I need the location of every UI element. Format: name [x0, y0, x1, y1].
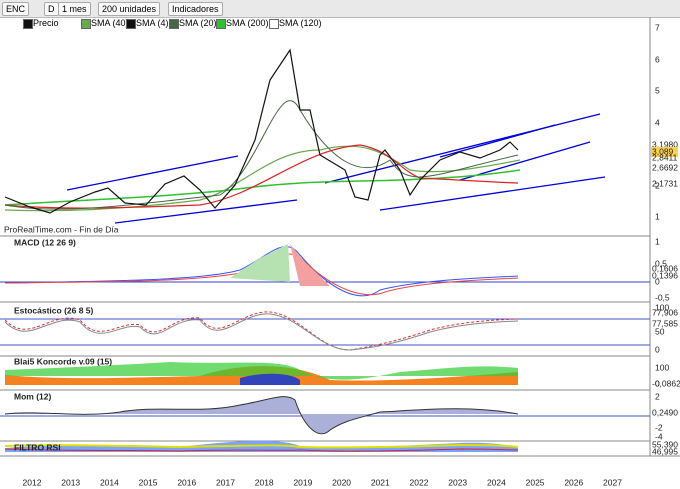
y-tick-label: 0 [655, 344, 660, 354]
value-label: 3,1980 [652, 139, 678, 149]
value-label: 55,390 [652, 439, 678, 449]
legend-swatch [126, 19, 136, 29]
legend-entry[interactable]: Precio [22, 17, 59, 29]
legend-swatch [23, 19, 33, 29]
panel-title: Blai5 Koncorde v.09 (15) [14, 356, 112, 366]
y-tick-label: 50 [655, 326, 665, 336]
value-label: 2,6692 [652, 162, 678, 172]
legend-entry[interactable]: SMA (20) [168, 17, 217, 29]
x-tick-label: 2015 [139, 477, 158, 487]
value-label: 0,2490 [652, 407, 678, 417]
value-label: 0,1606 [652, 263, 678, 273]
value-label: -0,0862 [652, 378, 680, 388]
source-label: ProRealTime.com - Fin de Día [4, 224, 119, 234]
panel-title: FILTRO RSI [14, 442, 61, 452]
panel-title: MACD (12 26 9) [14, 237, 76, 247]
y-tick-label: -0,5 [655, 292, 670, 302]
value-label: 3,089 [652, 146, 674, 156]
y-tick-label: 100 [655, 302, 669, 312]
legend-swatch [216, 19, 226, 29]
x-tick-label: 2022 [410, 477, 429, 487]
legend-entry[interactable]: SMA (200) [215, 17, 269, 29]
value-label: 2,8411 [652, 152, 678, 162]
y-tick-label: 6 [655, 54, 660, 64]
y-tick-label: -4 [655, 431, 663, 441]
y-tick-label: 2 [655, 180, 660, 190]
y-tick-label: 4 [655, 117, 660, 127]
y-tick-label: -2 [655, 422, 663, 432]
units[interactable]: 200 unidades [98, 2, 161, 16]
x-tick-label: 2020 [332, 477, 351, 487]
period[interactable]: 1 mes [58, 2, 91, 16]
y-tick-label: 1 [655, 211, 660, 221]
x-tick-label: 2023 [448, 477, 467, 487]
panel-title: Mom (12) [14, 391, 51, 401]
x-tick-label: 2016 [177, 477, 196, 487]
panel-title: Estocástico (26 8 5) [14, 305, 94, 315]
x-tick-label: 2019 [293, 477, 312, 487]
symbol[interactable]: ENC [2, 2, 30, 16]
value-label: 46,995 [652, 446, 678, 456]
decor [0, 17, 680, 457]
value-label: 77,585 [652, 318, 678, 328]
value-label: 2,1731 [652, 178, 678, 188]
x-tick-label: 2021 [371, 477, 390, 487]
period-icon[interactable]: D [44, 2, 59, 16]
x-tick-label: 2027 [603, 477, 622, 487]
x-tick-label: 2014 [100, 477, 119, 487]
x-tick-label: 2025 [526, 477, 545, 487]
x-tick-label: 2017 [216, 477, 235, 487]
legend-swatch [169, 19, 179, 29]
x-tick-label: 2013 [61, 477, 80, 487]
y-tick-label: 100 [655, 362, 669, 372]
x-tick-label: 2012 [23, 477, 42, 487]
value-box [651, 147, 678, 157]
legend-swatch [269, 19, 279, 29]
indicators[interactable]: Indicadores [168, 2, 223, 16]
x-tick-label: 2026 [564, 477, 583, 487]
legend-entry[interactable]: SMA (120) [268, 17, 322, 29]
value-label: 0,1396 [652, 270, 678, 280]
y-tick-label: 7 [655, 22, 660, 32]
y-tick-label: 0,5 [655, 258, 667, 268]
y-tick-label: 1 [655, 236, 660, 246]
y-tick-label: 5 [655, 85, 660, 95]
x-tick-label: 2024 [487, 477, 506, 487]
toolbar: ENC D 1 mes 200 unidades Indicadores [0, 0, 680, 18]
y-tick-label: 0 [655, 378, 660, 388]
value-label: 77,906 [652, 307, 678, 317]
legend-swatch [81, 19, 91, 29]
y-tick-label: 2 [655, 391, 660, 401]
legend-entry[interactable]: SMA (40) [80, 17, 129, 29]
legend-entry[interactable]: SMA (4) [125, 17, 169, 29]
y-tick-label: 0 [655, 276, 660, 286]
legend: Precio SMA (40) SMA (4) SMA (20) SMA (200) SM… [0, 17, 680, 29]
x-tick-label: 2018 [255, 477, 274, 487]
